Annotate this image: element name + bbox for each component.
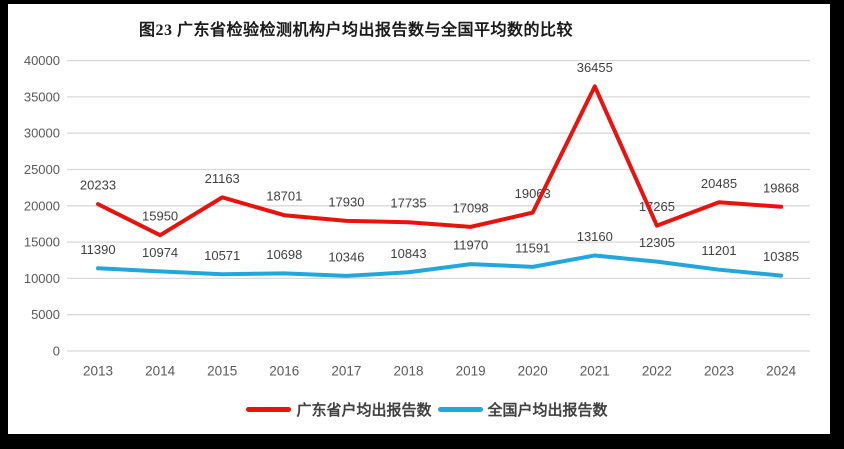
x-axis-tick-label: 2019 [456,364,486,379]
national-data-label: 10571 [204,248,240,263]
legend-label-national: 全国户均出报告数 [487,401,608,419]
guangdong-data-label: 17098 [453,200,489,215]
x-axis-tick-label: 2024 [766,364,797,379]
guangdong-data-label: 18701 [266,189,302,204]
chart-white-canvas [8,4,830,434]
x-axis-tick-label: 2022 [642,364,672,379]
guangdong-data-label: 17735 [390,196,426,211]
guangdong-series-line [96,84,784,238]
x-axis-tick-label: 2015 [207,364,237,379]
national-data-label: 10346 [328,249,364,264]
national-data-label: 10843 [390,246,426,261]
national-series-line [96,253,784,278]
national-data-label: 12305 [639,235,675,250]
national-data-label: 10974 [142,245,178,260]
x-axis-tick-label: 2014 [145,364,176,379]
chart-legend: 广东省户均出报告数 全国户均出报告数 [16,398,838,420]
national-data-label: 11970 [453,238,488,253]
guangdong-data-label: 20485 [701,176,737,191]
y-axis-tick-label: 10000 [24,271,60,286]
guangdong-data-label: 17930 [328,194,364,209]
y-axis-tick-label: 15000 [24,235,60,250]
guangdong-data-label: 20233 [80,178,116,193]
y-axis-tick-label: 30000 [24,126,60,141]
y-axis-tick-label: 20000 [24,198,60,213]
national-data-label: 11201 [701,243,736,258]
guangdong-data-label: 21163 [205,171,240,186]
y-axis-tick-label: 40000 [24,53,60,68]
chart-title: 图23 广东省检验检测机构户均出报告数与全国平均数的比较 [138,22,574,39]
y-axis-tick-label: 5000 [31,307,60,322]
legend-item-national: 全国户均出报告数 [437,399,608,420]
y-axis-tick-label: 0 [53,344,60,359]
national-data-label: 11390 [80,242,115,257]
legend-blue-line-swatch [437,406,483,412]
x-axis-tick-label: 2021 [580,364,610,379]
y-axis-tick-label: 35000 [24,89,60,104]
x-axis-tick-label: 2023 [704,364,734,379]
national-data-label: 11591 [515,240,550,255]
x-axis-tick-label: 2018 [393,364,423,379]
legend-item-guangdong: 广东省户均出报告数 [246,399,432,420]
y-axis-tick-label: 25000 [24,162,60,177]
legend-red-line-swatch [246,406,292,412]
x-axis-tick-label: 2020 [518,364,548,379]
national-data-label: 10698 [266,247,302,262]
x-axis-tick-label: 2013 [83,364,113,379]
national-data-label: 10385 [763,249,799,264]
guangdong-data-label: 36455 [577,60,613,75]
legend-label-guangdong: 广东省户均出报告数 [296,401,432,419]
x-axis-tick-label: 2017 [331,364,361,379]
guangdong-data-label: 19868 [763,180,799,195]
guangdong-data-label: 15950 [142,209,178,224]
national-data-label: 13160 [577,229,613,244]
x-axis-tick-label: 2016 [269,364,299,379]
